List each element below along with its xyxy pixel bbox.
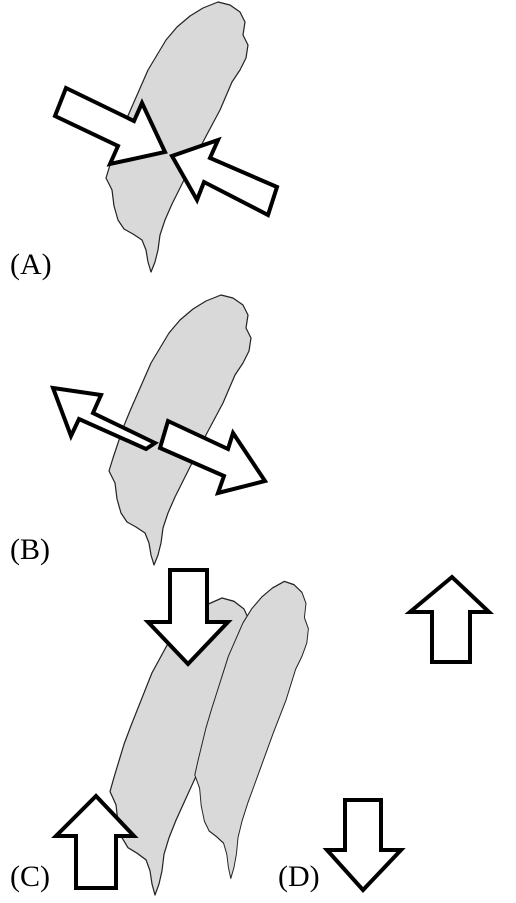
arrow-a-northwest-inward [52,85,168,167]
panel-label-a: (A) [10,248,52,281]
arrow-d-south-downward [322,798,406,893]
panel-a [52,1,280,273]
panel-b [49,294,269,566]
arrow-a-southeast-inward [169,136,280,218]
panel-label-d: (D) [278,860,320,893]
arrow-c-south-upward [51,793,139,890]
panel-label-b: (B) [10,533,50,566]
arrow-b-southeast-outward [157,418,269,496]
arrow-d-north-upward [404,574,495,664]
arrow-b-northwest-outward [49,385,160,452]
panel-label-c: (C) [10,860,50,893]
arrow-c-north-downward [143,568,233,667]
